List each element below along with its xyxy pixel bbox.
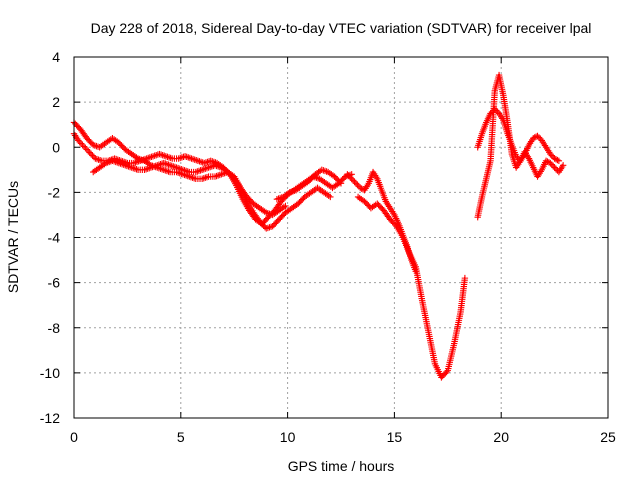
data-point	[282, 202, 289, 210]
data-point	[552, 156, 560, 163]
series-sat-track-e	[354, 193, 469, 381]
data-point	[76, 138, 83, 146]
chart-title: Day 228 of 2018, Sidereal Day-to-day VTE…	[91, 20, 592, 36]
y-tick-label: 2	[52, 94, 60, 110]
data-point	[87, 150, 95, 158]
series-sat-track-d	[344, 168, 419, 275]
x-tick-label: 20	[493, 429, 509, 445]
data-point	[345, 172, 353, 180]
data-point	[547, 159, 554, 167]
data-point	[351, 178, 358, 186]
x-tick-label: 25	[600, 429, 616, 445]
data-point	[354, 181, 361, 189]
data-point	[89, 152, 96, 159]
x-tick-label: 15	[387, 429, 403, 445]
y-tick-label: -6	[48, 275, 61, 291]
data-point	[547, 150, 554, 158]
series-sat-track-h	[273, 166, 345, 203]
data-point	[82, 144, 89, 152]
grid	[74, 57, 608, 418]
y-tick-label: -12	[40, 410, 60, 426]
data-point	[77, 140, 85, 147]
data-point	[85, 147, 92, 155]
data-point	[551, 155, 558, 162]
data-point	[551, 164, 558, 171]
x-tick-label: 10	[280, 429, 296, 445]
data-point	[512, 153, 520, 160]
y-tick-label: -8	[48, 320, 61, 336]
data-point	[491, 105, 498, 113]
series-sat-track-f	[474, 71, 567, 221]
data-point	[548, 161, 555, 168]
series-sat-track-c	[90, 157, 289, 219]
data-point	[347, 174, 354, 181]
data-point	[488, 108, 496, 116]
data-point	[530, 135, 537, 142]
axis-ticks	[73, 56, 609, 419]
x-axis-label: GPS time / hours	[288, 458, 395, 474]
data-point	[344, 171, 351, 178]
data-point	[534, 132, 541, 140]
data-point	[327, 193, 334, 201]
data-point	[337, 180, 345, 187]
data-point	[336, 178, 343, 186]
data-point	[554, 156, 561, 164]
data-point	[535, 134, 543, 141]
y-tick-label: -4	[48, 230, 61, 246]
y-axis-label: SDTVAR / TECUs	[5, 181, 21, 293]
data-point	[348, 175, 355, 183]
data-point	[443, 368, 450, 376]
y-tick-label: 0	[52, 139, 60, 155]
data-point	[555, 157, 563, 164]
data-point	[549, 162, 557, 170]
data-point	[349, 177, 357, 184]
data-point	[352, 180, 360, 187]
data-point	[83, 146, 91, 153]
data-point	[80, 143, 88, 150]
data-point	[493, 107, 500, 114]
x-tick-label: 5	[177, 429, 185, 445]
data-point	[548, 152, 555, 159]
data-point	[559, 162, 567, 169]
data-point	[542, 157, 550, 164]
data-point	[487, 110, 494, 117]
x-tick-label: 0	[70, 429, 78, 445]
data-point	[357, 184, 364, 192]
y-tick-label: -10	[40, 365, 60, 381]
data-point	[392, 221, 399, 229]
data-point	[202, 174, 209, 181]
series-sat-track-a	[70, 130, 355, 228]
data-point	[75, 137, 82, 144]
data-points	[70, 71, 567, 381]
series-sat-track-b	[70, 119, 334, 232]
data-point	[532, 133, 540, 140]
x-tick-labels: 0 5 10 15 20 25	[70, 429, 616, 445]
y-tick-label: 4	[52, 49, 60, 65]
data-point	[86, 149, 93, 156]
series-sat-track-g	[474, 105, 563, 164]
y-tick-label: -2	[48, 184, 61, 200]
data-point	[461, 274, 469, 282]
data-point	[544, 158, 551, 165]
data-point	[79, 141, 86, 149]
y-tick-labels: -12 -10 -8 -6 -4 -2 0 2 4	[40, 49, 60, 426]
data-point	[178, 154, 186, 161]
